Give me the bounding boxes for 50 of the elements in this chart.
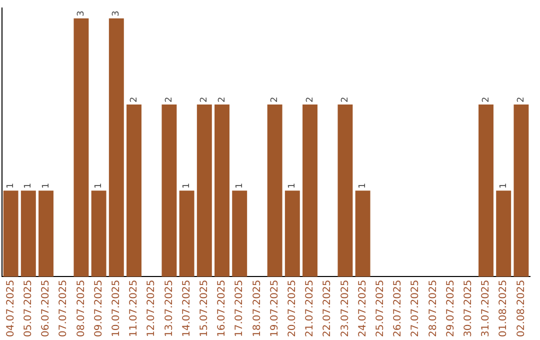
x-tick-label: 28.07.2025: [428, 280, 439, 338]
data-label: 2: [164, 96, 175, 102]
data-label: 1: [234, 182, 245, 189]
data-label: 2: [217, 96, 228, 102]
data-label: 2: [516, 96, 527, 102]
x-tick-label: 01.08.2025: [498, 280, 510, 338]
x-tick-label: 21.07.2025: [304, 280, 316, 338]
x-tick-label: 15.07.2025: [198, 280, 210, 338]
x-tick-label: 12.07.2025: [146, 280, 158, 338]
data-label: 1: [358, 182, 368, 189]
x-tick-label: 04.07.2025: [5, 280, 16, 338]
x-tick-label: 10.07.2025: [110, 280, 122, 338]
data-label: 2: [200, 96, 210, 102]
x-tick-label: 14.07.2025: [181, 280, 192, 338]
x-tick-label: 06.07.2025: [40, 280, 52, 338]
data-label: 1: [288, 182, 298, 189]
data-label: 1: [182, 182, 192, 189]
x-tick-label: 25.07.2025: [374, 280, 386, 338]
x-tick-label: 18.07.2025: [252, 280, 263, 338]
x-tick-label: 17.07.2025: [234, 280, 246, 338]
data-label: 1: [24, 182, 34, 189]
x-tick-label: 13.07.2025: [164, 280, 175, 338]
x-tick-label: 16.07.2025: [216, 280, 228, 338]
x-tick-label: 05.07.2025: [22, 280, 34, 338]
data-label: 2: [305, 96, 316, 102]
x-tick-label: 02.08.2025: [516, 280, 527, 338]
data-label: 3: [112, 10, 122, 16]
x-tick-label: 22.07.2025: [322, 280, 334, 338]
x-tick-label: 29.07.2025: [445, 280, 456, 338]
data-label: 2: [129, 96, 140, 102]
data-label: 2: [481, 96, 492, 102]
x-tick-label: 24.07.2025: [357, 280, 368, 338]
x-tick-label: 09.07.2025: [93, 280, 104, 338]
x-tick-label: 08.07.2025: [76, 280, 87, 338]
x-tick-label: 11.07.2025: [128, 280, 140, 338]
data-label: 1: [6, 182, 16, 189]
data-label: 1: [498, 182, 509, 189]
x-tick-label: 30.07.2025: [462, 280, 474, 338]
x-tick-label: 23.07.2025: [340, 280, 351, 338]
x-tick-label: 31.07.2025: [480, 280, 492, 338]
x-tick-label: 19.07.2025: [269, 280, 280, 338]
data-label: 1: [41, 182, 52, 189]
x-tick-label: 07.07.2025: [58, 280, 70, 338]
data-label: 3: [76, 10, 87, 16]
data-label: 2: [340, 96, 351, 102]
data-label: 2: [270, 96, 280, 102]
x-tick-label: 26.07.2025: [392, 280, 404, 338]
data-label: 1: [94, 182, 104, 189]
x-tick-label: 27.07.2025: [410, 280, 422, 338]
x-tick-label: 20.07.2025: [286, 280, 298, 338]
